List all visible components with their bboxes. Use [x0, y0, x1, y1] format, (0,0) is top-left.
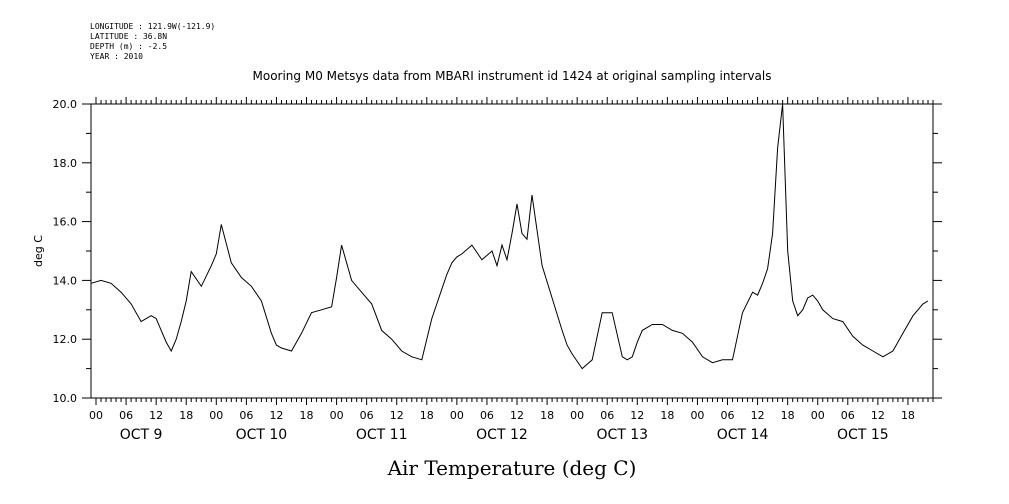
x-tick-label: 06 [119, 409, 133, 422]
x-tick-label: 06 [841, 409, 855, 422]
x-tick-label: 00 [570, 409, 584, 422]
plot-frame [90, 103, 934, 399]
x-day-label: OCT 11 [356, 427, 408, 443]
x-tick-label: 18 [660, 409, 674, 422]
x-tick-label: 18 [901, 409, 915, 422]
chart-title: Mooring M0 Metsys data from MBARI instru… [253, 69, 772, 83]
x-tick-label: 00 [450, 409, 464, 422]
y-tick-label: 14.0 [53, 274, 78, 287]
x-day-label: OCT 13 [596, 427, 648, 443]
axes-group: 10.0 12.0 14.0 16.0 18.0 20.0 00 06 12 18 00 06 12 18… [53, 97, 942, 443]
latitude-label: LATITUDE : 36.8N [90, 32, 168, 41]
x-tick-label: 06 [600, 409, 614, 422]
depth-label: DEPTH (m) : -2.5 [90, 42, 168, 51]
x-day-label: OCT 15 [837, 427, 889, 443]
y-tick-label: 16.0 [53, 216, 78, 229]
x-tick-label: 06 [360, 409, 374, 422]
x-tick-label: 00 [330, 409, 344, 422]
x-tick-label: 00 [89, 409, 103, 422]
x-tick-label: 12 [871, 409, 885, 422]
x-tick-label: 00 [690, 409, 704, 422]
x-day-label: OCT 10 [236, 427, 288, 443]
x-day-label: OCT 9 [120, 427, 163, 443]
x-tick-label: 12 [390, 409, 404, 422]
x-tick-label: 12 [149, 409, 163, 422]
year-label: YEAR : 2010 [90, 52, 143, 61]
x-tick-label: 06 [480, 409, 494, 422]
y-tick-label: 18.0 [53, 157, 78, 170]
x-tick-label: 00 [811, 409, 825, 422]
y-tick-label: 12.0 [53, 333, 78, 346]
x-tick-label: 12 [751, 409, 765, 422]
longitude-label: LONGITUDE : 121.9W(-121.9) [90, 22, 216, 31]
y-tick-label: 20.0 [53, 98, 78, 111]
x-tick-label: 06 [239, 409, 253, 422]
x-day-label: OCT 12 [476, 427, 528, 443]
x-tick-label: 00 [209, 409, 223, 422]
y-tick-label: 10.0 [53, 392, 78, 405]
x-tick-label: 18 [781, 409, 795, 422]
x-tick-label: 12 [269, 409, 283, 422]
x-tick-label: 18 [420, 409, 434, 422]
x-tick-label: 12 [510, 409, 524, 422]
x-tick-label: 18 [300, 409, 314, 422]
x-day-label: OCT 14 [717, 427, 769, 443]
x-tick-label: 18 [179, 409, 193, 422]
x-tick-label: 12 [630, 409, 644, 422]
y-axis-label: deg C [32, 235, 45, 267]
series-line [90, 103, 929, 370]
metadata-block: LONGITUDE : 121.9W(-121.9) LATITUDE : 36… [90, 22, 215, 62]
x-tick-label: 06 [721, 409, 735, 422]
x-axis-label: Air Temperature (deg C) [387, 456, 637, 480]
x-tick-label: 18 [540, 409, 554, 422]
